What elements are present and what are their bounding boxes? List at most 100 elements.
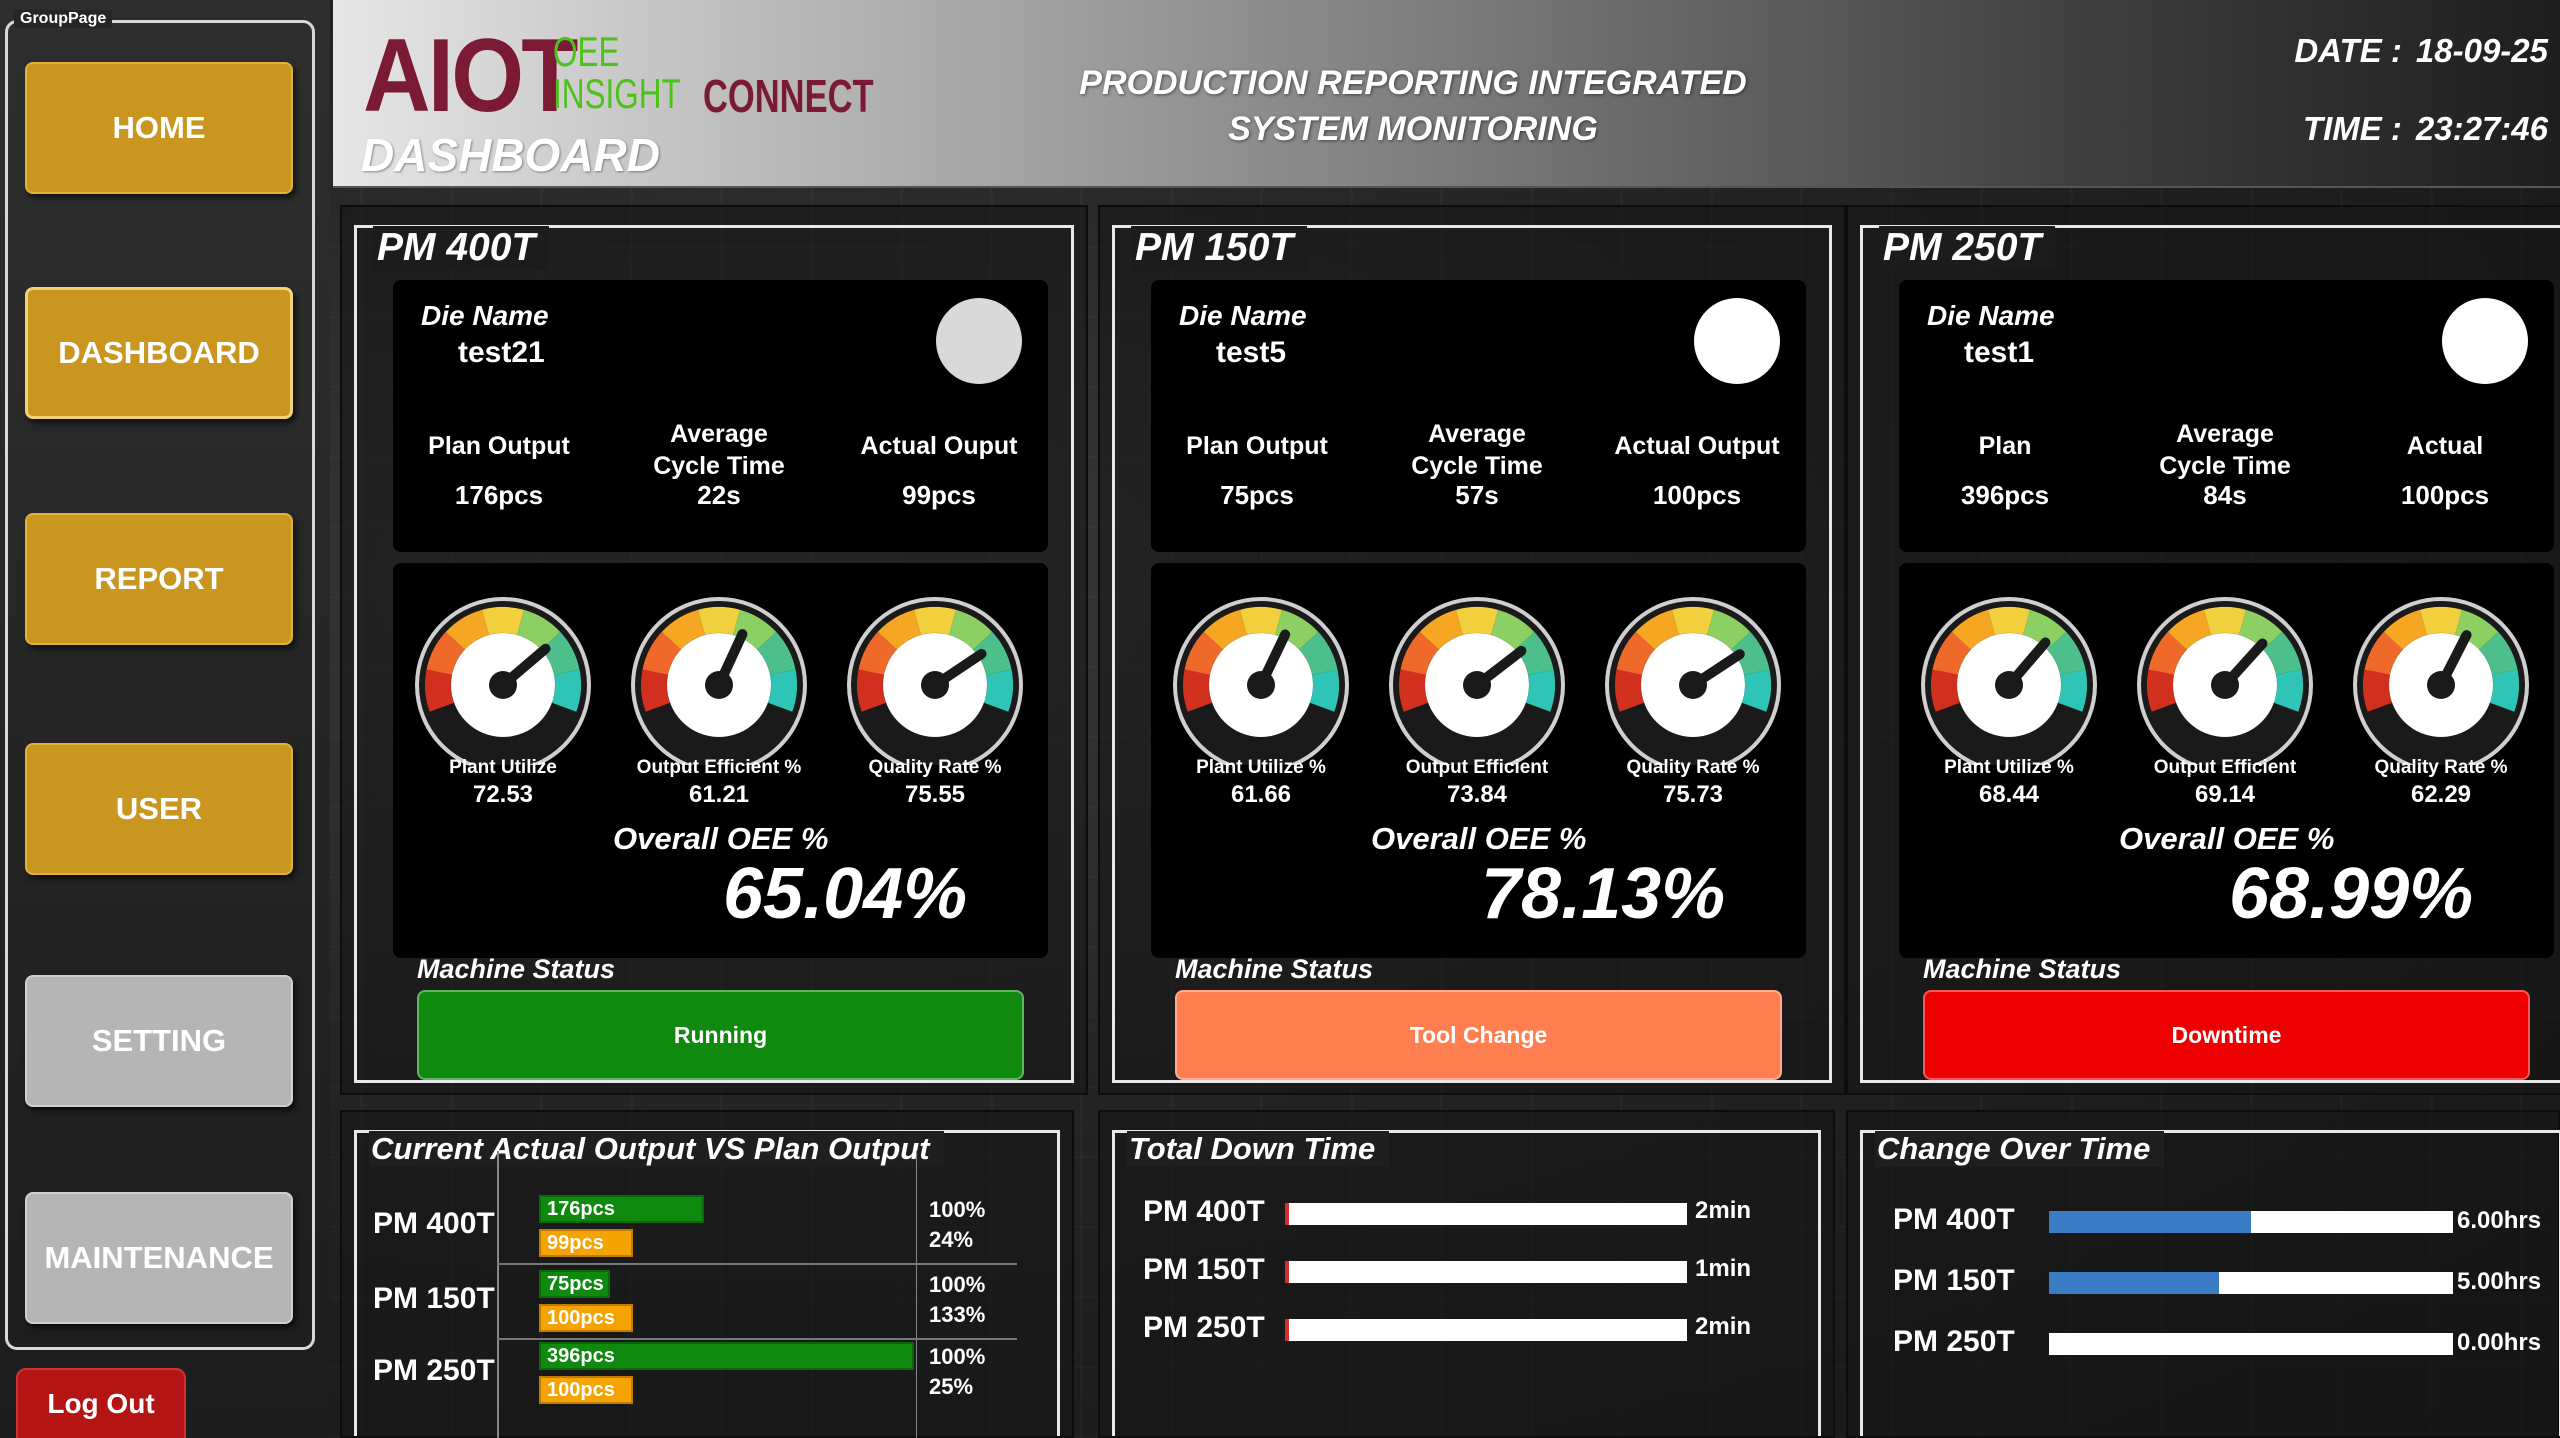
- nav-setting-button[interactable]: SETTING: [25, 975, 293, 1107]
- down-time-panel: Total Down Time PM 400T 2min PM 150T 1mi…: [1098, 1110, 1835, 1438]
- machine-title: PM 400T: [373, 226, 550, 270]
- plan-output-value: 176pcs: [454, 480, 544, 510]
- machine-info-box: Die Name test1 Plan Average Cycle Time A…: [1899, 280, 2554, 552]
- cycle-time-label: Average Cycle Time: [2125, 418, 2325, 482]
- gauge-dial-icon: [1593, 585, 1793, 765]
- plan-output-bar: 75pcs: [539, 1270, 610, 1298]
- down-time-frame: Total Down Time PM 400T 2min PM 150T 1mi…: [1112, 1130, 1821, 1436]
- actual-output-bar: 100pcs: [539, 1376, 633, 1404]
- gauge-dial-icon: [835, 585, 1035, 765]
- gauge-value: 75.55: [904, 781, 966, 808]
- group-page-label: GroupPage: [14, 10, 113, 28]
- plan-output-label: Plan: [1978, 432, 2032, 460]
- down-time-machine: PM 250T: [1143, 1311, 1265, 1344]
- cycle-time-label-line1: Average: [670, 420, 768, 448]
- gauge-box: Plant Utilize % 61.66 Output Efficient 7…: [1151, 563, 1806, 958]
- gauge-dial-icon: [619, 585, 819, 765]
- gauge: Output Efficient % 61.21: [619, 585, 819, 809]
- actual-output-value: 100pcs: [1652, 480, 1742, 510]
- date-display: DATE : 18-09-25: [2294, 32, 2548, 70]
- nav-home-button[interactable]: HOME: [25, 62, 293, 194]
- row-divider: [497, 1263, 1017, 1265]
- change-over-bar: [2049, 1333, 2453, 1355]
- actual-output-label: Actual: [2406, 432, 2484, 460]
- overall-oee-value: 65.04%: [723, 854, 968, 934]
- change-over-title: Change Over Time: [1875, 1131, 2165, 1167]
- gauge-label: Output Efficient: [2153, 757, 2297, 778]
- cycle-time-label-line1: Average: [1428, 420, 1526, 448]
- cycle-time-label: Average Cycle Time: [619, 418, 819, 482]
- gauge: Plant Utilize % 68.44: [1909, 585, 2109, 809]
- machine-title: PM 250T: [1879, 226, 2056, 270]
- output-compare-machine: PM 250T: [373, 1354, 495, 1387]
- change-over-machine: PM 400T: [1893, 1203, 2015, 1236]
- gauge: Plant Utilize % 61.66: [1161, 585, 1361, 809]
- header-bar: AIOT OEE INSIGHT CONNECT DASHBOARD PRODU…: [333, 0, 2560, 188]
- date-label: DATE :: [2294, 32, 2402, 69]
- gauge-value: 61.21: [688, 781, 750, 808]
- change-over-machine: PM 150T: [1893, 1264, 2015, 1297]
- gauge-label: Plant Utilize %: [1944, 757, 2074, 778]
- gauge-label: Quality Rate %: [1626, 757, 1760, 778]
- output-compare-machine: PM 150T: [373, 1282, 495, 1315]
- logout-button[interactable]: Log Out: [16, 1368, 186, 1438]
- gauge-value: 72.53: [472, 781, 534, 808]
- gauge: Output Efficient 73.84: [1377, 585, 1577, 809]
- plan-output-label: Plan Output: [428, 432, 570, 460]
- date-value: 18-09-25: [2415, 32, 2548, 69]
- output-compare-machine: PM 400T: [373, 1207, 495, 1240]
- gauge-value: 75.73: [1662, 781, 1724, 808]
- gauge-dial-icon: [1161, 585, 1361, 765]
- overall-oee-label: Overall OEE %: [2119, 821, 2335, 856]
- change-over-bar-fill: [2049, 1272, 2219, 1294]
- cycle-time-label-line1: Average: [2176, 420, 2274, 448]
- page-title: DASHBOARD: [361, 129, 660, 181]
- plan-output-percent: 100%: [929, 1272, 986, 1297]
- change-over-machine: PM 250T: [1893, 1325, 2015, 1358]
- change-over-bar: [2049, 1211, 2453, 1233]
- gauge-dial-icon: [1909, 585, 2109, 765]
- system-title-line1: PRODUCTION REPORTING INTEGRATED: [1079, 64, 1747, 102]
- actual-output-bar: 100pcs: [539, 1304, 633, 1332]
- machine-frame: PM 400T Die Name test21 Plan Output Aver…: [354, 225, 1074, 1083]
- actual-output-percent: 24%: [929, 1227, 974, 1252]
- actual-output-value: 100pcs: [2400, 480, 2490, 510]
- plan-output-percent: 100%: [929, 1197, 986, 1222]
- logo-aiot-text: AIOT: [363, 18, 578, 134]
- gauge-value: 73.84: [1446, 781, 1508, 808]
- cycle-time-label-line2: Cycle Time: [653, 452, 785, 480]
- gauge-value: 68.44: [1978, 781, 2040, 808]
- actual-output-percent: 133%: [929, 1302, 986, 1327]
- change-over-frame: Change Over Time PM 400T 6.00hrs PM 150T…: [1860, 1130, 2560, 1436]
- system-title-line2: SYSTEM MONITORING: [1228, 110, 1598, 148]
- system-title: PRODUCTION REPORTING INTEGRATED SYSTEM M…: [1063, 60, 1763, 152]
- gauge: Quality Rate % 75.73: [1593, 585, 1793, 809]
- gauge-dial-icon: [2125, 585, 2325, 765]
- cycle-time-label-line2: Cycle Time: [1411, 452, 1543, 480]
- overall-oee-value: 78.13%: [1481, 854, 1726, 934]
- gauge-dial-icon: [2341, 585, 2541, 765]
- change-over-value: 5.00hrs: [2457, 1268, 2542, 1295]
- nav-maintenance-button[interactable]: MAINTENANCE: [25, 1192, 293, 1324]
- gauge: Output Efficient 69.14: [2125, 585, 2325, 809]
- status-indicator-lamp: [936, 298, 1022, 384]
- nav-report-button[interactable]: REPORT: [25, 513, 293, 645]
- down-time-machine: PM 400T: [1143, 1195, 1265, 1228]
- change-over-bar: [2049, 1272, 2453, 1294]
- die-name-value: test5: [1216, 336, 1287, 369]
- time-label: TIME :: [2302, 110, 2402, 147]
- gauge-label: Output Efficient %: [636, 757, 802, 778]
- down-time-machine: PM 150T: [1143, 1253, 1265, 1286]
- gauge-value: 61.66: [1230, 781, 1292, 808]
- gauge-value: 69.14: [2194, 781, 2256, 808]
- cycle-time-value: 57s: [1455, 480, 1499, 510]
- gauge-label: Plant Utilize: [449, 757, 557, 778]
- plan-output-label: Plan Output: [1186, 432, 1328, 460]
- sidebar: GroupPage HOME DASHBOARD REPORT USER SET…: [0, 0, 330, 1438]
- machine-frame: PM 150T Die Name test5 Plan Output Avera…: [1112, 225, 1832, 1083]
- die-name-value: test21: [458, 336, 545, 369]
- down-time-value: 2min: [1695, 1313, 1752, 1340]
- time-display: TIME : 23:27:46: [2303, 110, 2548, 148]
- nav-user-button[interactable]: USER: [25, 743, 293, 875]
- nav-dashboard-button[interactable]: DASHBOARD: [25, 287, 293, 419]
